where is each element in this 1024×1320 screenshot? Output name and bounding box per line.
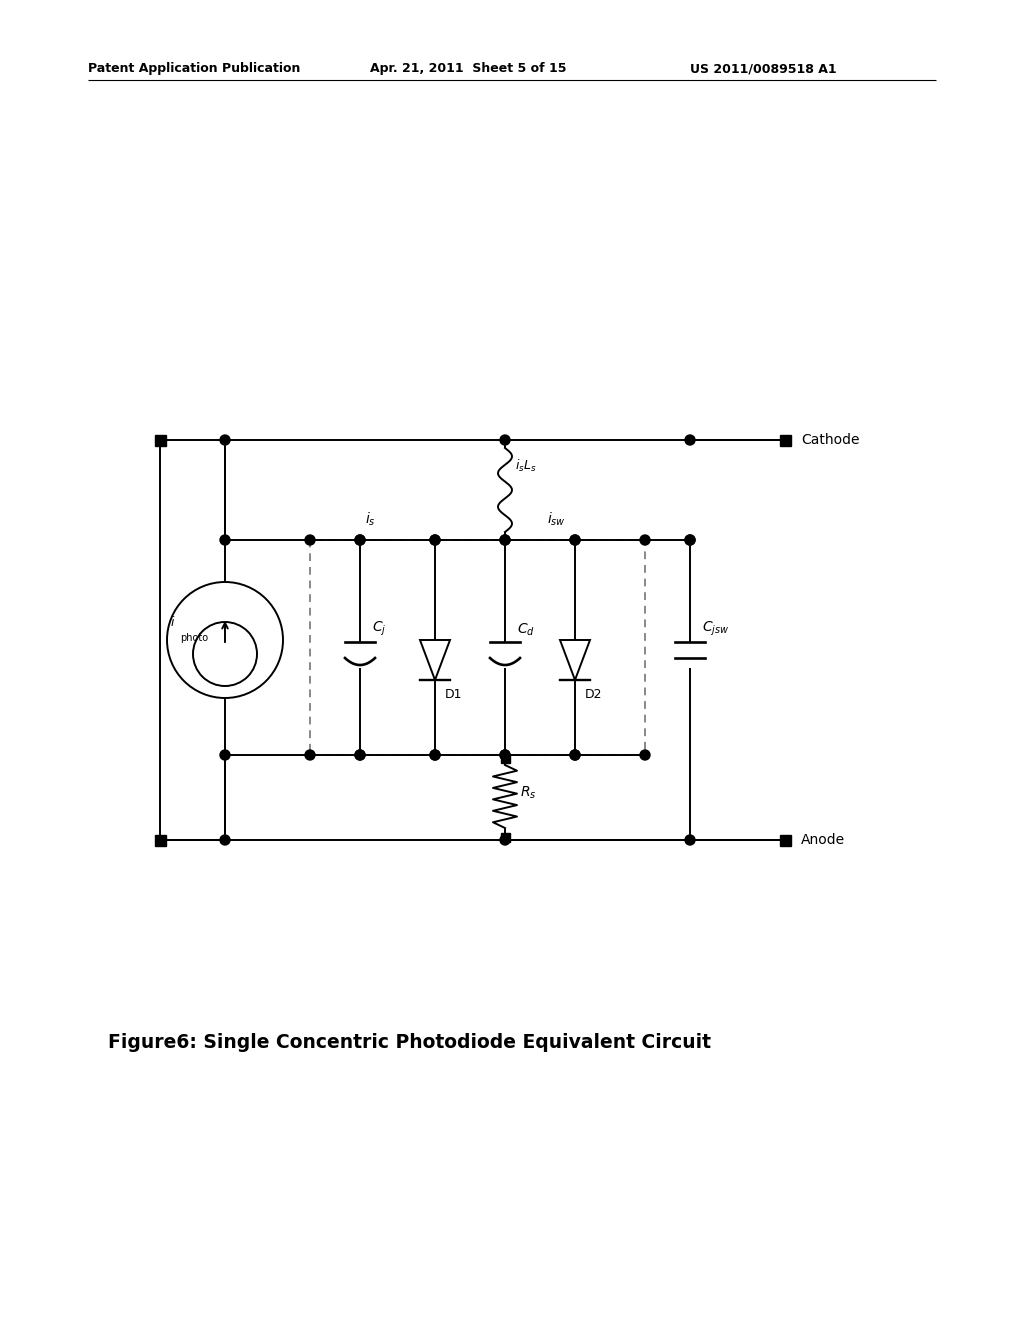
Text: $i$: $i$: [170, 615, 175, 630]
Bar: [501, 754, 510, 763]
Text: Cathode: Cathode: [801, 433, 859, 447]
Text: $C_j$: $C_j$: [372, 619, 386, 638]
Text: Anode: Anode: [801, 833, 845, 847]
Circle shape: [430, 750, 440, 760]
Circle shape: [355, 750, 365, 760]
Circle shape: [430, 750, 440, 760]
Text: US 2011/0089518 A1: US 2011/0089518 A1: [690, 62, 837, 75]
Circle shape: [430, 535, 440, 545]
Text: Apr. 21, 2011  Sheet 5 of 15: Apr. 21, 2011 Sheet 5 of 15: [370, 62, 566, 75]
Bar: [155, 434, 166, 446]
Circle shape: [430, 535, 440, 545]
Text: $i_s$: $i_s$: [365, 511, 376, 528]
Circle shape: [500, 535, 510, 545]
Bar: [310, 540, 645, 755]
Bar: [779, 834, 791, 846]
Circle shape: [500, 535, 510, 545]
Bar: [155, 834, 166, 846]
Circle shape: [685, 836, 695, 845]
Text: photo: photo: [180, 634, 208, 643]
Circle shape: [570, 535, 580, 545]
Circle shape: [500, 750, 510, 760]
Circle shape: [570, 750, 580, 760]
Circle shape: [500, 750, 510, 760]
Text: $C_d$: $C_d$: [517, 622, 535, 638]
Circle shape: [570, 750, 580, 760]
Circle shape: [640, 535, 650, 545]
Circle shape: [500, 836, 510, 845]
Text: $R_s$: $R_s$: [520, 785, 537, 801]
Text: $i_{sw}$: $i_{sw}$: [547, 511, 566, 528]
Text: D1: D1: [445, 688, 463, 701]
Circle shape: [355, 535, 365, 545]
Circle shape: [355, 750, 365, 760]
Text: Patent Application Publication: Patent Application Publication: [88, 62, 300, 75]
Text: D2: D2: [585, 688, 602, 701]
Circle shape: [305, 535, 315, 545]
Bar: [779, 434, 791, 446]
Text: $i_sL_s$: $i_sL_s$: [515, 458, 537, 474]
Circle shape: [220, 750, 230, 760]
Circle shape: [305, 750, 315, 760]
Bar: [501, 833, 510, 842]
Circle shape: [220, 535, 230, 545]
Circle shape: [685, 535, 695, 545]
Circle shape: [640, 750, 650, 760]
Circle shape: [220, 836, 230, 845]
Circle shape: [220, 436, 230, 445]
Text: Figure6: Single Concentric Photodiode Equivalent Circuit: Figure6: Single Concentric Photodiode Eq…: [108, 1034, 711, 1052]
Circle shape: [685, 535, 695, 545]
Text: $C_{jsw}$: $C_{jsw}$: [702, 619, 729, 638]
Circle shape: [570, 535, 580, 545]
Circle shape: [500, 436, 510, 445]
Circle shape: [355, 535, 365, 545]
Circle shape: [685, 436, 695, 445]
